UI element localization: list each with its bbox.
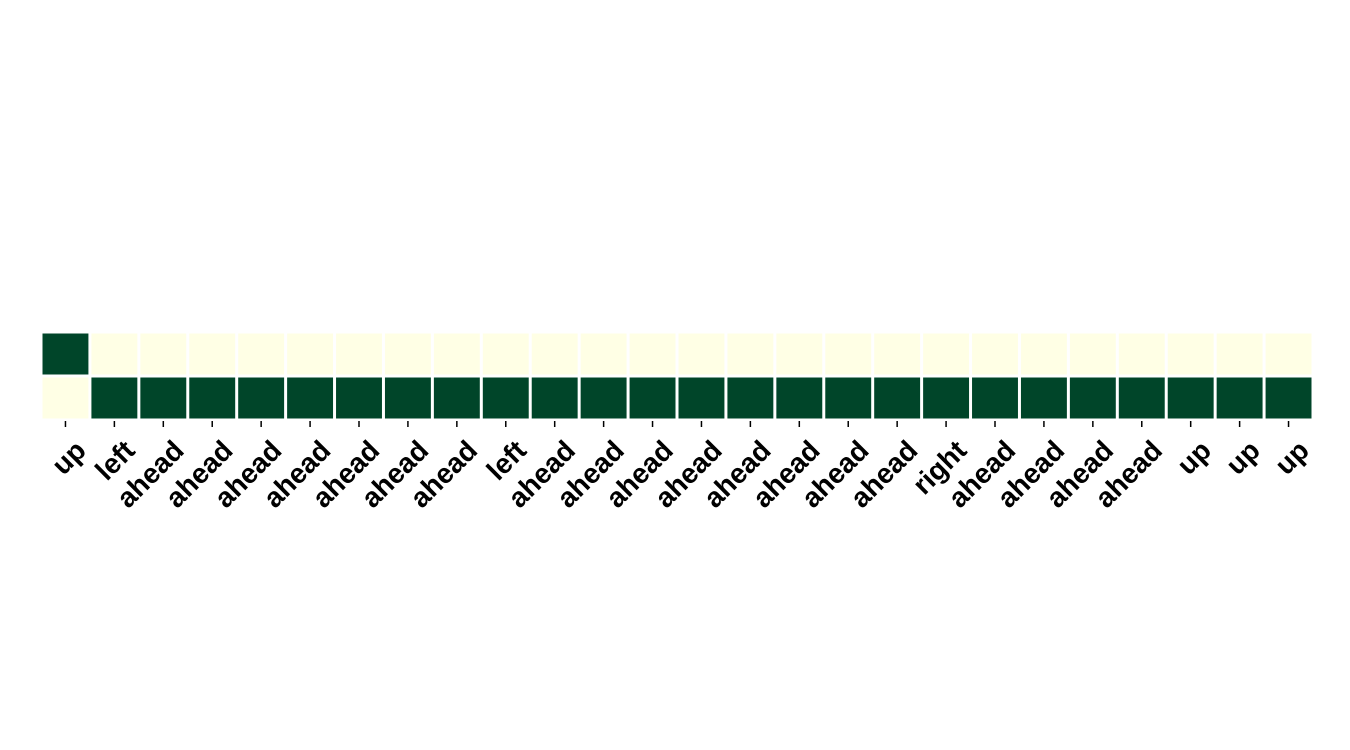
heatmap-cell bbox=[433, 377, 480, 419]
heatmap-cell bbox=[1216, 333, 1263, 375]
heatmap-cell bbox=[42, 333, 89, 375]
heatmap-cell bbox=[287, 333, 334, 375]
heatmap-cell bbox=[629, 377, 676, 419]
heatmap-cell bbox=[384, 333, 431, 375]
heatmap-cell bbox=[678, 333, 725, 375]
heatmap-cell bbox=[531, 377, 578, 419]
heatmap-cell bbox=[91, 377, 138, 419]
heatmap-cell bbox=[91, 333, 138, 375]
heatmap-cell bbox=[1118, 333, 1165, 375]
heatmap-cell bbox=[384, 377, 431, 419]
heatmap-cells bbox=[42, 333, 1312, 419]
heatmap-cell bbox=[580, 377, 627, 419]
heatmap-cell bbox=[629, 333, 676, 375]
x-axis-ticks bbox=[64, 421, 1290, 427]
heatmap-cell bbox=[1069, 333, 1116, 375]
heatmap-cell bbox=[531, 333, 578, 375]
heatmap-cell bbox=[776, 377, 823, 419]
heatmap-cell bbox=[42, 377, 89, 419]
heatmap-cell bbox=[1167, 333, 1214, 375]
heatmap-cell bbox=[1069, 377, 1116, 419]
x-tick-label: up bbox=[46, 434, 92, 480]
heatmap-cell bbox=[140, 333, 187, 375]
heatmap-cell bbox=[825, 377, 872, 419]
heatmap-cell bbox=[874, 377, 921, 419]
heatmap-cell bbox=[972, 377, 1018, 419]
x-tick-label: up bbox=[1269, 434, 1315, 480]
heatmap-cell bbox=[238, 333, 285, 375]
heatmap-cell bbox=[1020, 333, 1067, 375]
heatmap-cell bbox=[727, 377, 774, 419]
heatmap-cell bbox=[1020, 377, 1067, 419]
heatmap-cell bbox=[238, 377, 285, 419]
heatmap-cell bbox=[874, 333, 921, 375]
x-tick-label: up bbox=[1220, 434, 1266, 480]
heatmap-cell bbox=[776, 333, 823, 375]
heatmap-cell bbox=[433, 333, 480, 375]
heatmap-cell bbox=[727, 333, 774, 375]
heatmap-cell bbox=[1216, 377, 1263, 419]
heatmap-cell bbox=[482, 377, 529, 419]
heatmap-cell bbox=[482, 333, 529, 375]
heatmap-cell bbox=[580, 333, 627, 375]
heatmap-cell bbox=[1265, 333, 1312, 375]
heatmap-cell bbox=[972, 333, 1018, 375]
x-axis-tick-labels: upleftaheadaheadaheadaheadaheadaheadahea… bbox=[46, 434, 1315, 513]
x-tick-label: up bbox=[1171, 434, 1217, 480]
heatmap-cell bbox=[189, 377, 236, 419]
heatmap-cell bbox=[678, 377, 725, 419]
heatmap-cell bbox=[923, 333, 970, 375]
heatmap-cell bbox=[336, 377, 382, 419]
heatmap-cell bbox=[1167, 377, 1214, 419]
heatmap-cell bbox=[140, 377, 187, 419]
heatmap-cell bbox=[825, 333, 872, 375]
heatmap-cell bbox=[287, 377, 334, 419]
heatmap-cell bbox=[923, 377, 970, 419]
heatmap-cell bbox=[1265, 377, 1312, 419]
heatmap-cell bbox=[189, 333, 236, 375]
heatmap-cell bbox=[1118, 377, 1165, 419]
heatmap-cell bbox=[336, 333, 382, 375]
